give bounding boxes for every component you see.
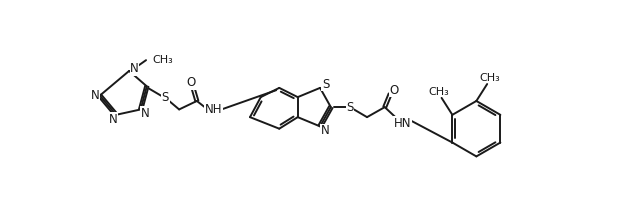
Text: S: S xyxy=(347,101,354,114)
Text: O: O xyxy=(389,84,399,97)
Text: N: N xyxy=(321,124,330,138)
Text: CH₃: CH₃ xyxy=(152,55,173,65)
Text: NH: NH xyxy=(205,103,223,116)
Text: N: N xyxy=(91,89,100,102)
Text: N: N xyxy=(141,107,149,120)
Text: S: S xyxy=(162,91,169,104)
Text: CH₃: CH₃ xyxy=(428,87,449,97)
Text: N: N xyxy=(108,113,117,126)
Text: S: S xyxy=(322,78,329,90)
Text: HN: HN xyxy=(394,117,411,130)
Text: O: O xyxy=(187,76,196,89)
Text: N: N xyxy=(130,62,139,75)
Text: CH₃: CH₃ xyxy=(480,73,500,83)
